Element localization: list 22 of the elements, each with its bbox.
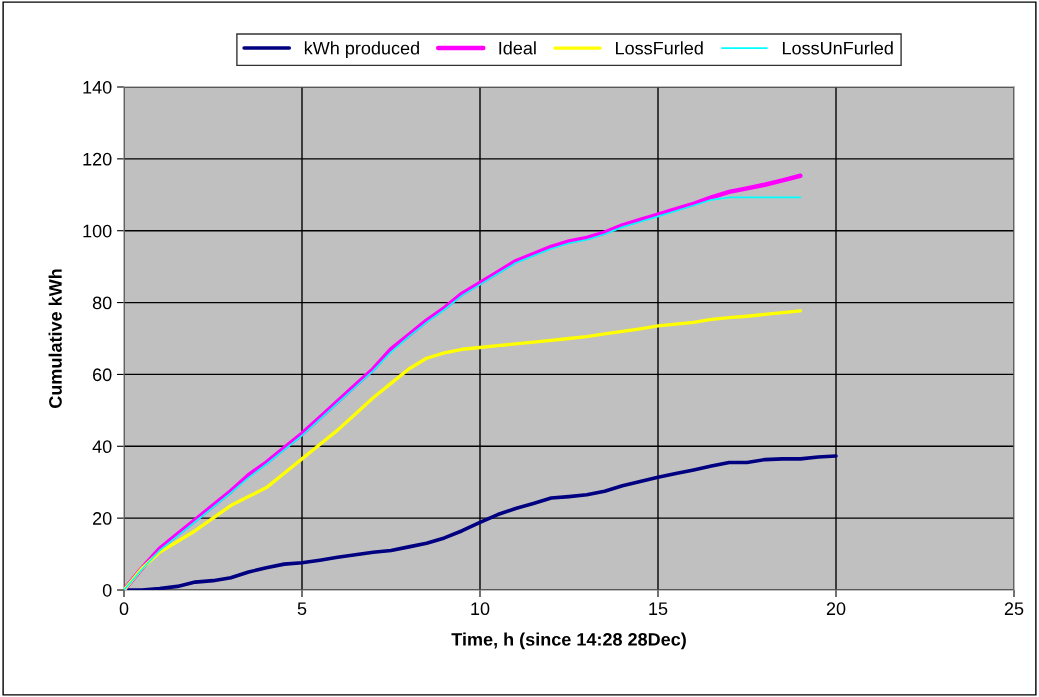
legend-label: Ideal: [499, 41, 536, 55]
legend-label: LossUnFurled: [782, 41, 893, 55]
x-axis-title: Time, h (since 14:28 28Dec): [451, 632, 686, 650]
line-series: [124, 454, 838, 590]
x-tick-label: 15: [649, 602, 668, 616]
y-tick-label: 140: [83, 80, 112, 94]
legend-label: LossFurled: [616, 41, 703, 55]
y-tick-label: 100: [83, 224, 112, 238]
y-tick-label: 40: [92, 440, 112, 454]
x-tick-label: 0: [119, 602, 129, 616]
y-tick-label: 120: [83, 152, 112, 166]
legend-label: kWh produced: [304, 41, 419, 59]
line-series: [124, 309, 803, 590]
x-tick-label: 5: [297, 602, 307, 616]
y-tick-label: 20: [93, 512, 112, 525]
y-tick-label: 80: [92, 296, 112, 310]
x-tick-label: 25: [1004, 602, 1024, 616]
x-tick-label: 10: [471, 602, 490, 616]
y-axis-title: Cumulative kWh: [48, 269, 62, 408]
y-tick-label: 0: [102, 583, 112, 597]
y-tick-label: 60: [93, 368, 112, 382]
x-tick-label: 20: [826, 602, 846, 616]
